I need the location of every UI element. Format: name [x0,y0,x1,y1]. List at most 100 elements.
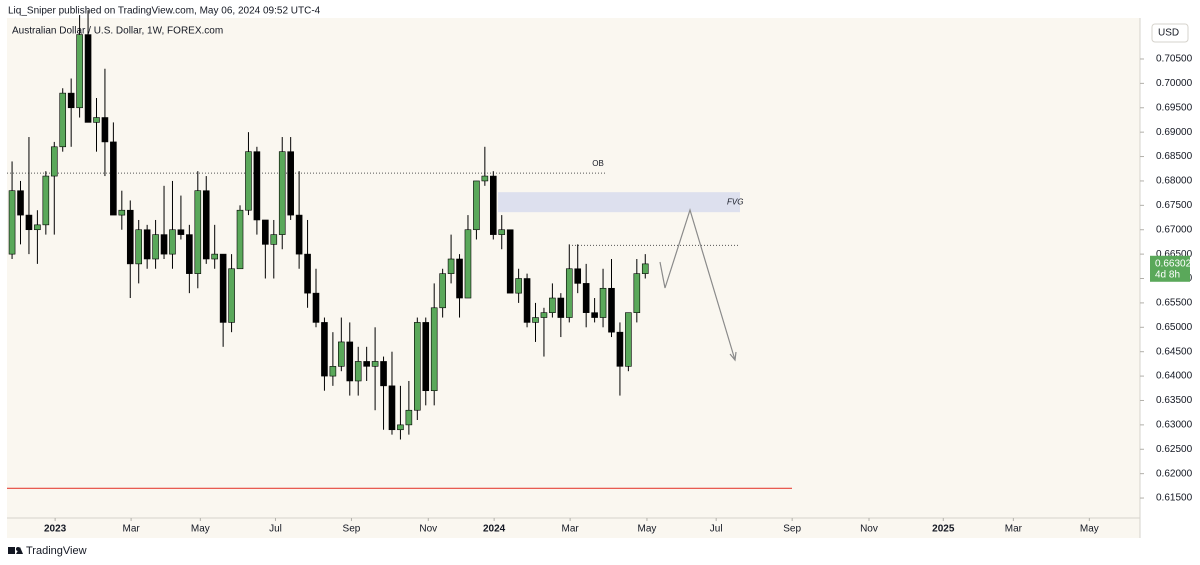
candle-body [186,234,193,274]
candle-body [523,278,531,323]
x-tick-label: Jul [269,524,282,535]
brand: TradingView [26,545,87,557]
y-tick-label: 0.63500 [1156,395,1193,406]
candles [7,10,792,489]
candle-body [380,361,387,387]
y-tick-label: 0.67500 [1156,200,1193,211]
candle-body [329,366,337,377]
candle-body [616,331,624,367]
y-tick-label: 0.70500 [1156,54,1193,65]
candle-body [565,268,573,318]
candle-body [194,190,202,274]
countdown: 4d 8h [1155,269,1180,280]
candle-body [34,224,41,231]
candle-body [464,229,472,299]
candle-body [278,151,286,235]
candle-body [17,190,24,216]
candle-body [557,297,565,318]
x-tick-label: 2025 [932,524,955,535]
x-tick-label: Nov [860,524,878,535]
candle-body [422,322,430,392]
x-tick-label: Jul [710,524,723,535]
y-tick-label: 0.66500 [1156,249,1193,260]
candle-body [152,234,159,260]
candle-body [515,278,522,294]
x-tick-label: Sep [783,524,801,535]
candle-body [287,151,294,216]
x-tick-label: Mar [1005,524,1023,535]
candle-body [489,175,497,235]
candle-body [321,322,328,377]
plot-area [7,18,1140,538]
symbol: Australian Dollar / U.S. Dollar, 1W, FOR… [12,26,223,37]
y-tick-label: 0.65000 [1156,322,1193,333]
ob-label: OB [592,159,604,168]
candle-body [228,268,235,323]
candle-body [219,253,227,323]
x-tick-label: 2023 [44,524,67,535]
x-tick-label: Mar [562,524,580,535]
candle-body [574,268,582,284]
candle-body [312,292,320,323]
candle-body [633,273,641,313]
candle-body [118,209,126,216]
candle-body [481,175,489,182]
candle-body [591,312,598,318]
candle-body [363,361,370,367]
candle-body [135,229,143,265]
y-tick-label: 0.61500 [1156,493,1193,504]
fvg-label: FVG [727,197,743,206]
y-tick-label: 0.69500 [1156,102,1193,113]
y-tick-label: 0.70000 [1156,78,1193,89]
candle-body [388,385,396,431]
candle-body [540,312,548,318]
candle-body [371,361,379,367]
y-tick-label: 0.69000 [1156,127,1193,138]
y-tick-label: 0.63000 [1156,420,1193,431]
candle-body [84,34,92,123]
candle-body [177,229,185,235]
arrow-head [729,351,737,362]
candle-body [202,190,210,260]
candle-body [397,424,404,431]
candle-body [456,258,463,299]
candle-body [262,219,269,245]
y-tick-label: 0.64500 [1156,346,1193,357]
candle-body [101,117,109,143]
currency-box[interactable] [1151,23,1189,43]
y-tick-label: 0.65500 [1156,298,1193,309]
y-tick-label: 0.64000 [1156,371,1193,382]
currency: USD [1158,28,1179,39]
candle-body [236,209,244,270]
x-tick-label: May [1080,524,1099,535]
candle-body [270,234,278,245]
projection-arrow [659,207,736,361]
publisher: Liq_Sniper published on TradingView.com,… [8,6,321,17]
y-tick-label: 0.67000 [1156,224,1193,235]
x-tick-label: May [637,524,656,535]
fvg-zone [498,192,740,213]
last-price-box [1150,255,1190,282]
candle-body [447,258,455,274]
candle-body [93,117,100,123]
candle-body [110,141,117,216]
candle-body [42,175,50,226]
x-tick-label: Mar [122,524,140,535]
y-tick-label: 0.68500 [1156,151,1193,162]
y-tick-label: 0.68000 [1156,176,1193,187]
candle-body [211,253,218,260]
candle-body [67,92,75,109]
candle-body [253,151,261,221]
candle-body [506,229,514,294]
candle-body [414,322,421,411]
footer-logo [8,547,23,554]
candle-body [430,307,438,392]
candle-body [143,229,151,260]
candle-body [50,146,58,177]
last-price-label: 0.66302 [1155,258,1192,269]
candle-body [498,229,506,235]
candle-body [76,34,83,109]
candle-body [126,209,134,265]
candle-body [641,263,649,274]
